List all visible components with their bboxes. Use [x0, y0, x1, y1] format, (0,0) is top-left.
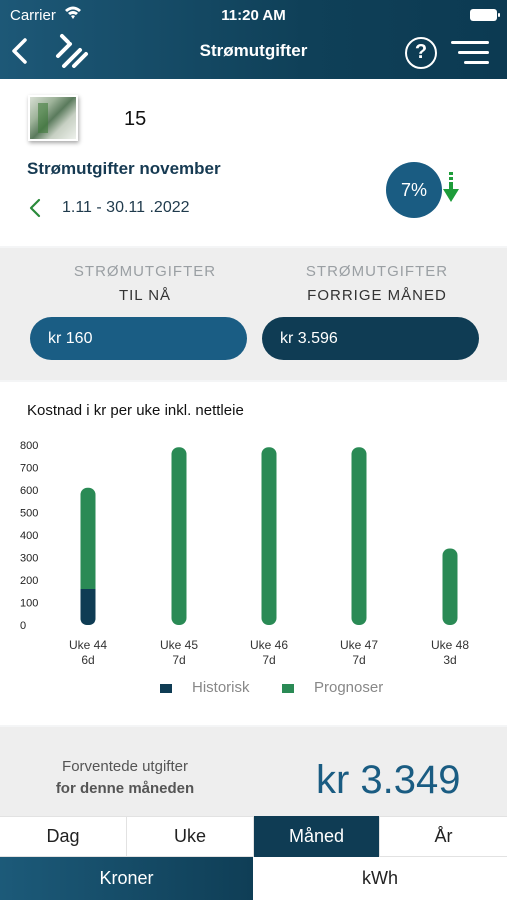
- tab-maned[interactable]: Måned: [254, 816, 380, 857]
- bar-uke-45-prognoser: [171, 447, 187, 625]
- forecast-label-line1: Forventede utgifter: [62, 758, 188, 775]
- forecast-value: kr 3.349: [316, 758, 461, 802]
- x-tick-label: Uke 47: [340, 638, 378, 652]
- brand-logo-icon: [56, 34, 88, 68]
- x-tick-sublabel: 3d: [443, 653, 456, 667]
- y-tick-label: 100: [20, 598, 38, 610]
- period-title: Strømutgifter november: [27, 159, 221, 178]
- house-number: 15: [124, 108, 147, 130]
- x-tick-label: Uke 45: [160, 638, 198, 652]
- x-tick-sublabel: 7d: [262, 653, 275, 667]
- wifi-icon: [65, 6, 81, 19]
- legend-label-historisk: Historisk: [192, 679, 250, 696]
- y-tick-label: 200: [20, 575, 38, 587]
- bar-uke-46-prognoser: [261, 447, 277, 625]
- property-thumbnail: [28, 95, 78, 141]
- previous-period-icon[interactable]: [28, 198, 42, 218]
- x-tick-sublabel: 6d: [81, 653, 94, 667]
- bar-uke-48-prognoser: [442, 548, 458, 625]
- current-cost-label-line2: TIL NÅ: [118, 287, 172, 304]
- legend-label-prognoser: Prognoser: [314, 679, 384, 696]
- current-cost-label-line1: STRØMUTGIFTER: [73, 263, 217, 280]
- chart-title: Kostnad i kr per uke inkl. nettleie: [27, 402, 244, 419]
- tab-ar[interactable]: År: [434, 826, 453, 846]
- x-tick-sublabel: 7d: [352, 653, 365, 667]
- battery-icon: [470, 9, 500, 21]
- legend-swatch-prognoser: [282, 684, 294, 693]
- y-tick-label: 700: [20, 463, 38, 475]
- y-tick-label: 600: [20, 485, 38, 497]
- y-tick-label: 400: [20, 530, 38, 542]
- previous-cost-label-line2: FORRIGE MÅNED: [307, 287, 447, 304]
- page-title: Strømutgifter: [199, 41, 308, 60]
- x-tick-label: Uke 48: [431, 638, 469, 652]
- y-tick-label: 300: [20, 553, 38, 565]
- top-bar: Carrier 11:20 AM Strømutgifter ?: [0, 0, 507, 79]
- back-icon[interactable]: [8, 36, 32, 66]
- y-tick-label: 800: [20, 440, 38, 452]
- y-tick-label: 0: [20, 620, 26, 632]
- y-tick-label: 500: [20, 508, 38, 520]
- unit-tab-kwh[interactable]: kWh: [253, 857, 507, 900]
- forecast-panel: [0, 727, 507, 817]
- period-range: 1.11 - 30.11 .2022: [62, 199, 190, 216]
- bar-uke-47-prognoser: [351, 447, 367, 625]
- carrier-label: Carrier: [10, 7, 56, 24]
- legend-swatch-historisk: [160, 684, 172, 693]
- previous-cost-label-line1: STRØMUTGIFTER: [305, 263, 449, 280]
- tab-uke[interactable]: Uke: [127, 816, 254, 857]
- forecast-label-line2: for denne måneden: [55, 780, 195, 797]
- bar-uke-44-historisk: [80, 589, 96, 625]
- arrow-down-icon: [443, 172, 459, 202]
- chart-legend: Historisk Prognoser: [0, 679, 507, 699]
- x-tick-sublabel: 7d: [172, 653, 185, 667]
- clock: 11:20 AM: [221, 7, 286, 24]
- status-bar: Carrier 11:20 AM: [0, 5, 507, 25]
- current-cost-label: STRØMUTGIFTER TIL NÅ: [35, 263, 255, 304]
- unit-tab-kroner[interactable]: Kroner: [0, 857, 253, 900]
- help-button[interactable]: ?: [405, 37, 437, 69]
- change-percent-badge: 7%: [386, 162, 442, 218]
- current-cost-value[interactable]: kr 160: [30, 317, 247, 360]
- menu-icon[interactable]: [451, 40, 491, 66]
- tab-dag[interactable]: Dag: [0, 816, 127, 857]
- x-tick-label: Uke 44: [69, 638, 107, 652]
- x-tick-label: Uke 46: [250, 638, 288, 652]
- previous-cost-label: STRØMUTGIFTER FORRIGE MÅNED: [267, 263, 487, 304]
- previous-cost-value[interactable]: kr 3.596: [262, 317, 479, 360]
